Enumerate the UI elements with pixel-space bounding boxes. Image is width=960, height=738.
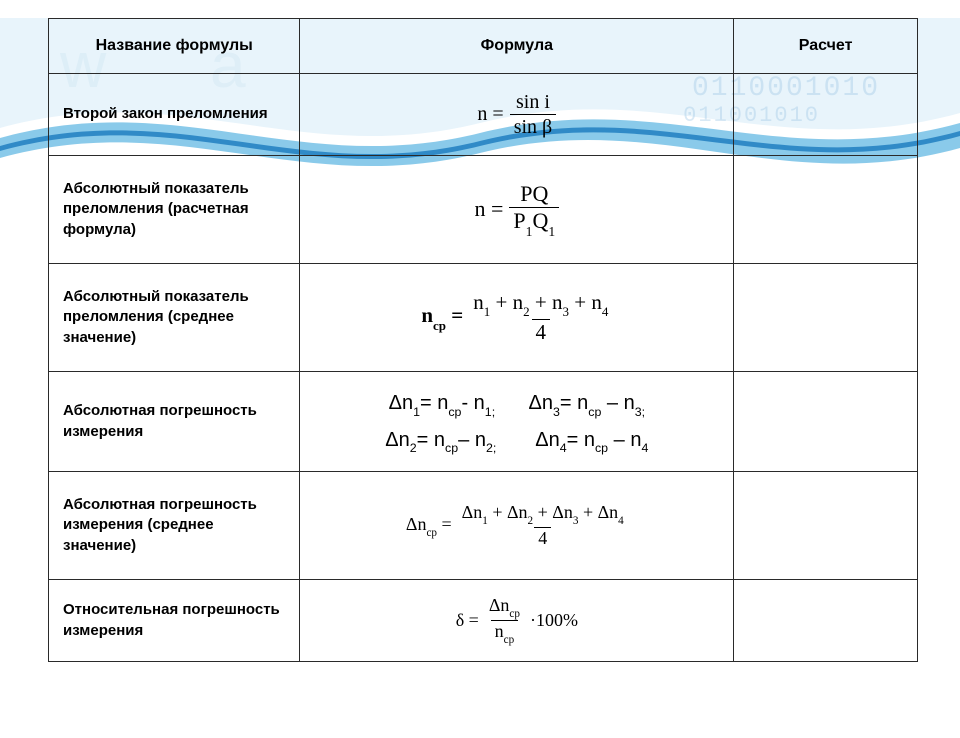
row-name: Абсолютная погрешность измерения <box>49 372 300 472</box>
formula-num: n1 + n2 + n3 + n4 <box>469 291 612 319</box>
row-calc <box>734 74 918 156</box>
row-name: Абсолютная погрешность измерения (средне… <box>49 472 300 580</box>
formula-lhs: δ = <box>456 610 479 631</box>
formula-den: 4 <box>532 319 551 344</box>
col-header-calc: Расчет <box>734 19 918 74</box>
row-calc <box>734 264 918 372</box>
row-calc <box>734 156 918 264</box>
row-formula: n = sin i sin β <box>300 74 734 156</box>
formula-num: Δn1 + Δn2 + Δn3 + Δn4 <box>458 503 628 527</box>
row-name: Абсолютный показатель преломления (расче… <box>49 156 300 264</box>
table-row: Абсолютная погрешность измерения Δn1= nс… <box>49 372 918 472</box>
col-header-name: Название формулы <box>49 19 300 74</box>
formula-table: Название формулы Формула Расчет Второй з… <box>48 18 918 662</box>
delta-line-2: Δn2= nср– n2; Δn4= nср – n4 <box>314 422 719 458</box>
row-name: Второй закон преломления <box>49 74 300 156</box>
row-formula: Δnср = Δn1 + Δn2 + Δn3 + Δn4 4 <box>300 472 734 580</box>
row-name: Относительная погрешность измерения <box>49 580 300 662</box>
col-header-formula: Формула <box>300 19 734 74</box>
table-row: Абсолютный показатель преломления (средн… <box>49 264 918 372</box>
table-row: Абсолютная погрешность измерения (средне… <box>49 472 918 580</box>
row-formula: n = PQ P1Q1 <box>300 156 734 264</box>
table-header-row: Название формулы Формула Расчет <box>49 19 918 74</box>
row-calc <box>734 472 918 580</box>
formula-num: sin i <box>512 91 554 114</box>
formula-den: P1Q1 <box>509 207 559 236</box>
formula-den: 4 <box>534 527 551 549</box>
table-row: Абсолютный показатель преломления (расче… <box>49 156 918 264</box>
row-formula: Δn1= nср- n1; Δn3= nср – n3; Δn2= nср– n… <box>300 372 734 472</box>
formula-lhs: nср = <box>421 303 463 331</box>
formula-lhs: n = <box>474 196 503 222</box>
formula-lhs: Δnср = <box>406 514 452 538</box>
row-name: Абсолютный показатель преломления (средн… <box>49 264 300 372</box>
formula-num: Δnср <box>485 596 524 620</box>
formula-lhs: n = <box>477 103 503 126</box>
row-formula: δ = Δnср nср ·100% <box>300 580 734 662</box>
row-calc <box>734 580 918 662</box>
formula-num: PQ <box>516 182 552 207</box>
formula-den: sin β <box>510 114 557 138</box>
formula-den: nср <box>491 620 519 645</box>
formula-tail: ·100% <box>530 610 578 631</box>
row-calc <box>734 372 918 472</box>
table-row: Второй закон преломления n = sin i sin β <box>49 74 918 156</box>
table-row: Относительная погрешность измерения δ = … <box>49 580 918 662</box>
row-formula: nср = n1 + n2 + n3 + n4 4 <box>300 264 734 372</box>
delta-line-1: Δn1= nср- n1; Δn3= nср – n3; <box>314 385 719 421</box>
